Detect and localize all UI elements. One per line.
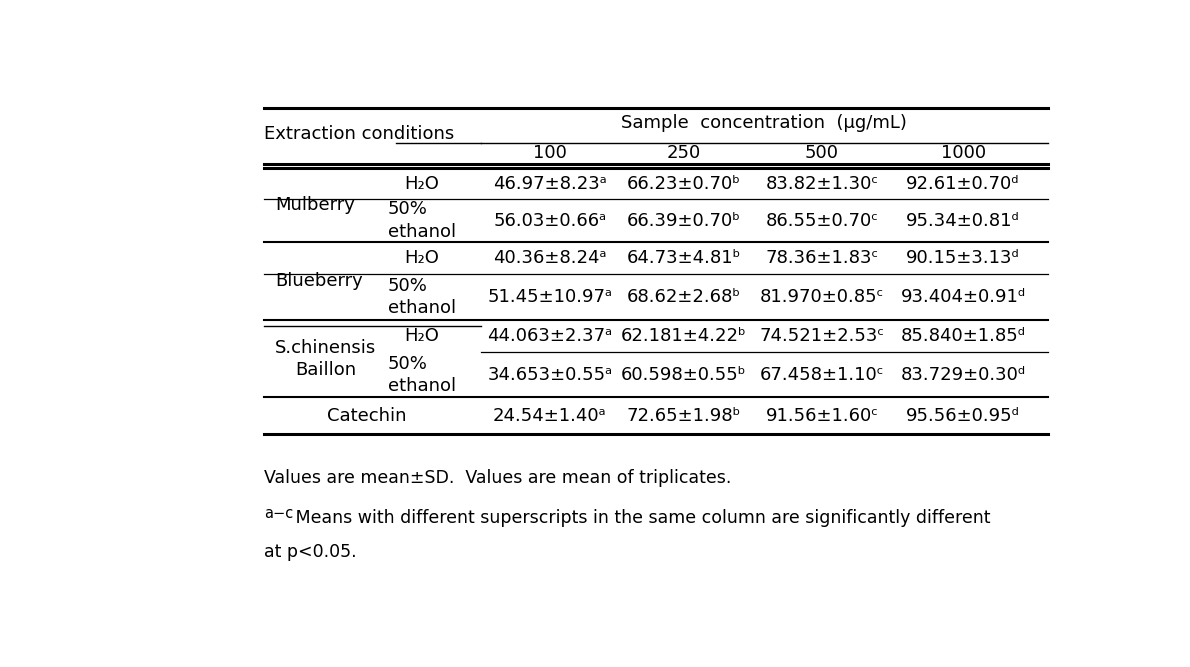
Text: 78.36±1.83ᶜ: 78.36±1.83ᶜ xyxy=(765,249,878,267)
Text: 50%
ethanol: 50% ethanol xyxy=(388,355,456,395)
Text: 51.45±10.97ᵃ: 51.45±10.97ᵃ xyxy=(488,287,613,305)
Text: 24.54±1.40ᵃ: 24.54±1.40ᵃ xyxy=(493,407,607,425)
Text: H₂O: H₂O xyxy=(405,249,439,267)
Text: a−c: a−c xyxy=(264,506,293,521)
Text: 44.063±2.37ᵃ: 44.063±2.37ᵃ xyxy=(488,327,613,345)
Text: H₂O: H₂O xyxy=(405,327,439,345)
Text: Sample  concentration  (μg/mL): Sample concentration (μg/mL) xyxy=(621,114,907,132)
Text: 56.03±0.66ᵃ: 56.03±0.66ᵃ xyxy=(494,211,607,229)
Text: 68.62±2.68ᵇ: 68.62±2.68ᵇ xyxy=(627,287,740,305)
Text: at p<0.05.: at p<0.05. xyxy=(264,542,357,560)
Text: 500: 500 xyxy=(804,145,839,163)
Text: 95.34±0.81ᵈ: 95.34±0.81ᵈ xyxy=(906,211,1020,229)
Text: 46.97±8.23ᵃ: 46.97±8.23ᵃ xyxy=(493,175,607,193)
Text: 86.55±0.70ᶜ: 86.55±0.70ᶜ xyxy=(765,211,878,229)
Text: 74.521±2.53ᶜ: 74.521±2.53ᶜ xyxy=(759,327,884,345)
Text: H₂O: H₂O xyxy=(405,175,439,193)
Text: 100: 100 xyxy=(533,145,566,163)
Text: Blueberry: Blueberry xyxy=(275,272,363,290)
Text: 91.56±1.60ᶜ: 91.56±1.60ᶜ xyxy=(765,407,878,425)
Text: 72.65±1.98ᵇ: 72.65±1.98ᵇ xyxy=(626,407,741,425)
Text: 40.36±8.24ᵃ: 40.36±8.24ᵃ xyxy=(493,249,607,267)
Text: 83.82±1.30ᶜ: 83.82±1.30ᶜ xyxy=(765,175,878,193)
Text: 64.73±4.81ᵇ: 64.73±4.81ᵇ xyxy=(626,249,741,267)
Text: 92.61±0.70ᵈ: 92.61±0.70ᵈ xyxy=(907,175,1020,193)
Text: 50%
ethanol: 50% ethanol xyxy=(388,200,456,241)
Text: Values are mean±SD.  Values are mean of triplicates.: Values are mean±SD. Values are mean of t… xyxy=(264,469,732,487)
Text: Means with different superscripts in the same column are significantly different: Means with different superscripts in the… xyxy=(290,509,990,527)
Text: Extraction conditions: Extraction conditions xyxy=(264,125,455,143)
Text: 93.404±0.91ᵈ: 93.404±0.91ᵈ xyxy=(901,287,1026,305)
Text: 34.653±0.55ᵃ: 34.653±0.55ᵃ xyxy=(488,366,613,384)
Text: 50%
ethanol: 50% ethanol xyxy=(388,277,456,317)
Text: 85.840±1.85ᵈ: 85.840±1.85ᵈ xyxy=(901,327,1026,345)
Text: 81.970±0.85ᶜ: 81.970±0.85ᶜ xyxy=(760,287,884,305)
Text: Mulberry: Mulberry xyxy=(275,196,355,214)
Text: 95.56±0.95ᵈ: 95.56±0.95ᵈ xyxy=(906,407,1020,425)
Text: S.chinensis
Baillon: S.chinensis Baillon xyxy=(275,339,376,379)
Text: 90.15±3.13ᵈ: 90.15±3.13ᵈ xyxy=(906,249,1020,267)
Text: 66.23±0.70ᵇ: 66.23±0.70ᵇ xyxy=(627,175,740,193)
Text: 60.598±0.55ᵇ: 60.598±0.55ᵇ xyxy=(621,366,746,384)
Text: 250: 250 xyxy=(666,145,701,163)
Text: 66.39±0.70ᵇ: 66.39±0.70ᵇ xyxy=(627,211,740,229)
Text: 62.181±4.22ᵇ: 62.181±4.22ᵇ xyxy=(621,327,746,345)
Text: 1000: 1000 xyxy=(940,145,985,163)
Text: 83.729±0.30ᵈ: 83.729±0.30ᵈ xyxy=(901,366,1026,384)
Text: 67.458±1.10ᶜ: 67.458±1.10ᶜ xyxy=(759,366,884,384)
Text: Catechin: Catechin xyxy=(326,407,406,425)
